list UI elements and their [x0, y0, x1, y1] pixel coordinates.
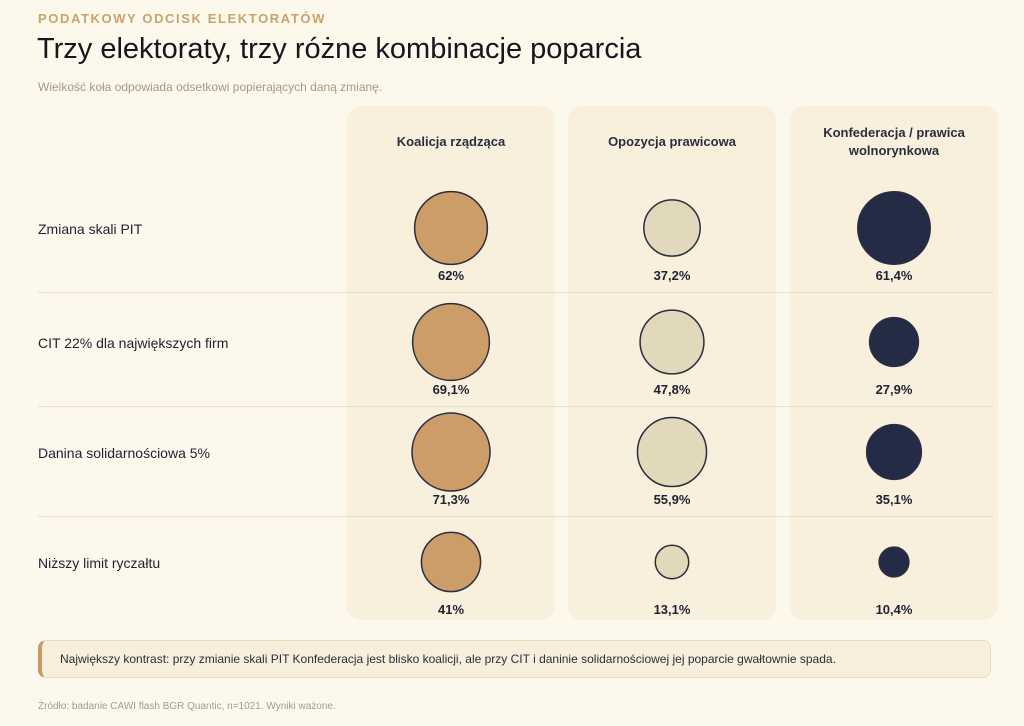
bubble-r1-c2: [643, 199, 701, 257]
bubble-r1-c3: [857, 191, 931, 265]
row-separator-2: [38, 406, 993, 407]
value-label-r4-c2: 13,1%: [654, 602, 691, 617]
row-separator-3: [38, 516, 993, 517]
chart-subtitle: Wielkość koła odpowiada odsetkowi popier…: [38, 80, 383, 94]
bubble-r2-c2: [639, 309, 705, 375]
chart-eyebrow: PODATKOWY ODCISK ELEKTORATÓW: [38, 11, 326, 26]
value-label-r1-c2: 37,2%: [654, 268, 691, 283]
column-header-1: Koalicja rządząca: [396, 134, 506, 149]
row-label-1: Zmiana skali PIT: [38, 221, 143, 237]
source-note: Źródło: badanie CAWI flash BGR Quantic, …: [38, 701, 336, 712]
bubble-r1-c1: [413, 190, 489, 266]
value-label-r2-c1: 69,1%: [433, 382, 470, 397]
value-label-r2-c3: 27,9%: [876, 382, 913, 397]
bubble-r4-c2: [654, 544, 690, 580]
bubble-r3-c1: [411, 412, 491, 492]
row-label-4: Niższy limit ryczałtu: [38, 555, 161, 571]
bubble-r4-c3: [878, 546, 910, 578]
row-label-3: Danina solidarnościowa 5%: [38, 445, 210, 461]
chart-title: Trzy elektoraty, trzy różne kombinacje p…: [37, 33, 642, 65]
row-separator-1: [38, 292, 993, 293]
column-header-2: Opozycja prawicowa: [608, 134, 736, 149]
value-label-r3-c2: 55,9%: [654, 492, 691, 507]
value-label-r3-c3: 35,1%: [876, 492, 913, 507]
row-label-2: CIT 22% dla największych firm: [38, 335, 229, 351]
bubble-r3-c3: [865, 423, 923, 481]
column-header-3: Konfederacja / prawica wolnorynkowa: [823, 125, 965, 158]
value-label-r4-c3: 10,4%: [876, 602, 913, 617]
bubble-r2-c3: [868, 316, 920, 368]
key-insight-callout: Największy kontrast: przy zmianie skali …: [38, 640, 991, 678]
value-label-r1-c3: 61,4%: [876, 268, 913, 283]
bubble-r2-c1: [411, 302, 491, 382]
value-label-r3-c1: 71,3%: [433, 492, 470, 507]
bubble-r4-c1: [420, 531, 482, 593]
value-label-r1-c1: 62%: [438, 268, 464, 283]
value-label-r4-c1: 41%: [438, 602, 464, 617]
callout-text: Największy kontrast: przy zmianie skali …: [60, 652, 836, 666]
bubble-r3-c2: [636, 416, 708, 488]
value-label-r2-c2: 47,8%: [654, 382, 691, 397]
